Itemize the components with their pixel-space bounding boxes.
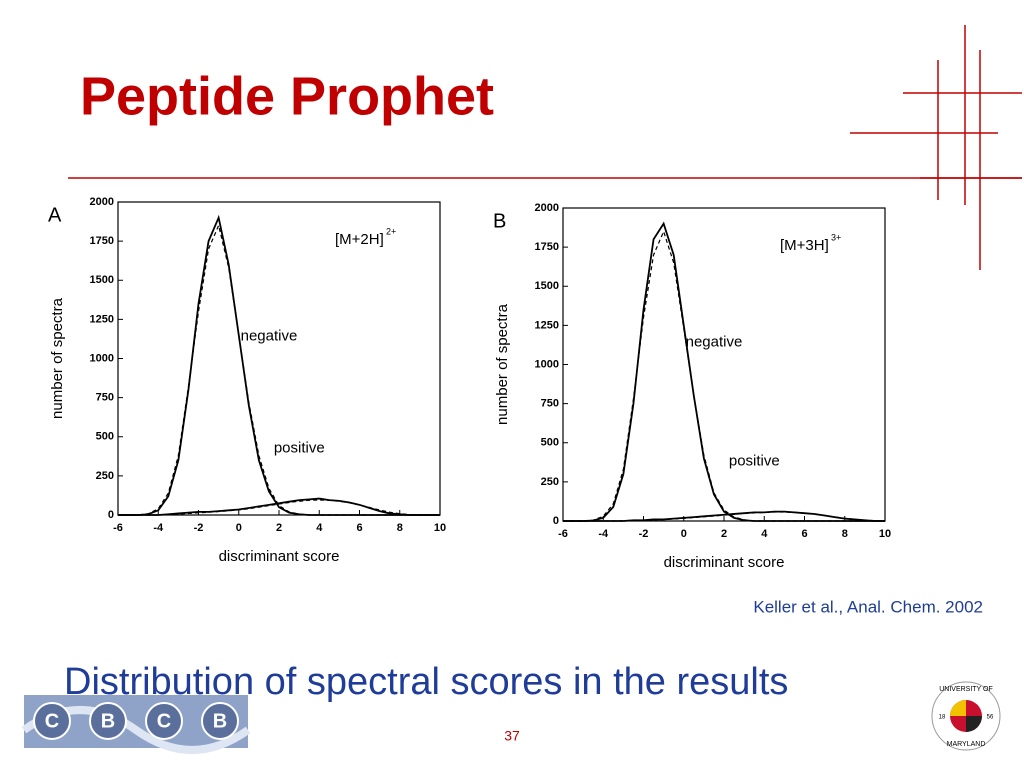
x-tick-label: 10	[879, 528, 891, 540]
logo-letter: B	[213, 710, 227, 732]
logo-bubble	[33, 702, 71, 740]
x-tick-label: 0	[681, 528, 687, 540]
series-label: positive	[729, 453, 780, 470]
y-tick-label: 2000	[535, 202, 559, 214]
y-tick-label: 1250	[90, 313, 114, 325]
x-tick-label: -4	[598, 528, 609, 540]
logo-text: 56	[987, 715, 994, 721]
y-tick-label: 1750	[535, 241, 559, 253]
x-tick-label: 2	[276, 522, 282, 534]
x-tick-label: -4	[153, 522, 164, 534]
logo-bubble	[145, 702, 183, 740]
logo-text: UNIVERSITY OF	[939, 686, 993, 693]
y-tick-label: 1000	[90, 352, 114, 364]
plot-frame	[117, 201, 441, 516]
y-tick-label: 0	[553, 515, 559, 527]
x-tick-label: -6	[558, 528, 568, 540]
plot-frame	[562, 207, 886, 522]
y-tick-label: 500	[541, 437, 559, 449]
decoration	[68, 25, 1022, 270]
x-tick-label: 8	[397, 522, 403, 534]
y-tick-label: 1500	[90, 274, 114, 286]
logo-text: MARYLAND	[947, 741, 986, 748]
x-tick-label: 6	[801, 528, 807, 540]
curve-label: [M+2H]	[335, 231, 384, 248]
x-tick-label: 4	[761, 528, 768, 540]
y-tick-label: 1250	[535, 319, 559, 331]
y-tick-label: 250	[541, 476, 559, 488]
logo-text: 18	[939, 715, 946, 721]
x-tick-label: 4	[316, 522, 323, 534]
logo-bubble	[89, 702, 127, 740]
data-line	[118, 223, 440, 516]
curve-label: [M+3H]	[780, 237, 829, 254]
x-tick-label: 10	[434, 522, 446, 534]
umd-logo: UNIVERSITY OF MARYLAND 18 56	[931, 681, 1001, 751]
curve-label-sup: 2+	[386, 226, 396, 236]
data-line	[118, 499, 440, 516]
y-tick-label: 2000	[90, 196, 114, 208]
series-label: negative	[241, 328, 298, 345]
data-line	[563, 511, 886, 522]
x-tick-label: 0	[236, 522, 242, 534]
x-tick-label: 6	[356, 522, 362, 534]
y-tick-label: 250	[96, 470, 114, 482]
y-tick-label: 1750	[90, 235, 114, 247]
page-number: 37	[504, 728, 520, 744]
x-axis-label: discriminant score	[664, 554, 785, 571]
y-tick-label: 750	[96, 392, 114, 404]
panel-label: A	[48, 204, 62, 226]
x-axis-label: discriminant score	[219, 548, 340, 565]
series-label: negative	[686, 334, 743, 351]
x-tick-label: 8	[842, 528, 848, 540]
x-tick-label: 2	[721, 528, 727, 540]
logo-letter: C	[157, 710, 171, 732]
panel-label: B	[493, 210, 506, 232]
x-tick-label: -2	[194, 522, 204, 534]
y-axis-label: number of spectra	[494, 303, 511, 425]
data-line	[118, 497, 440, 516]
y-tick-label: 1000	[535, 358, 559, 370]
data-line	[563, 221, 885, 522]
seal-quarter	[950, 700, 966, 716]
seal-quarter	[966, 716, 982, 732]
slide-title: Peptide Prophet	[80, 66, 494, 126]
y-tick-label: 1500	[535, 280, 559, 292]
y-tick-label: 750	[541, 398, 559, 410]
citation: Keller et al., Anal. Chem. 2002	[753, 597, 983, 616]
x-tick-label: -2	[639, 528, 649, 540]
data-line	[118, 214, 440, 516]
curve-label-sup: 3+	[831, 232, 841, 242]
logo-letter: C	[45, 710, 59, 732]
data-line	[563, 229, 885, 522]
y-axis-label: number of spectra	[49, 297, 66, 419]
x-tick-label: -6	[113, 522, 123, 534]
y-tick-label: 500	[96, 431, 114, 443]
series-label: positive	[274, 440, 325, 457]
logo-bubble	[201, 702, 239, 740]
y-tick-label: 0	[108, 509, 114, 521]
logo-letter: B	[101, 710, 115, 732]
